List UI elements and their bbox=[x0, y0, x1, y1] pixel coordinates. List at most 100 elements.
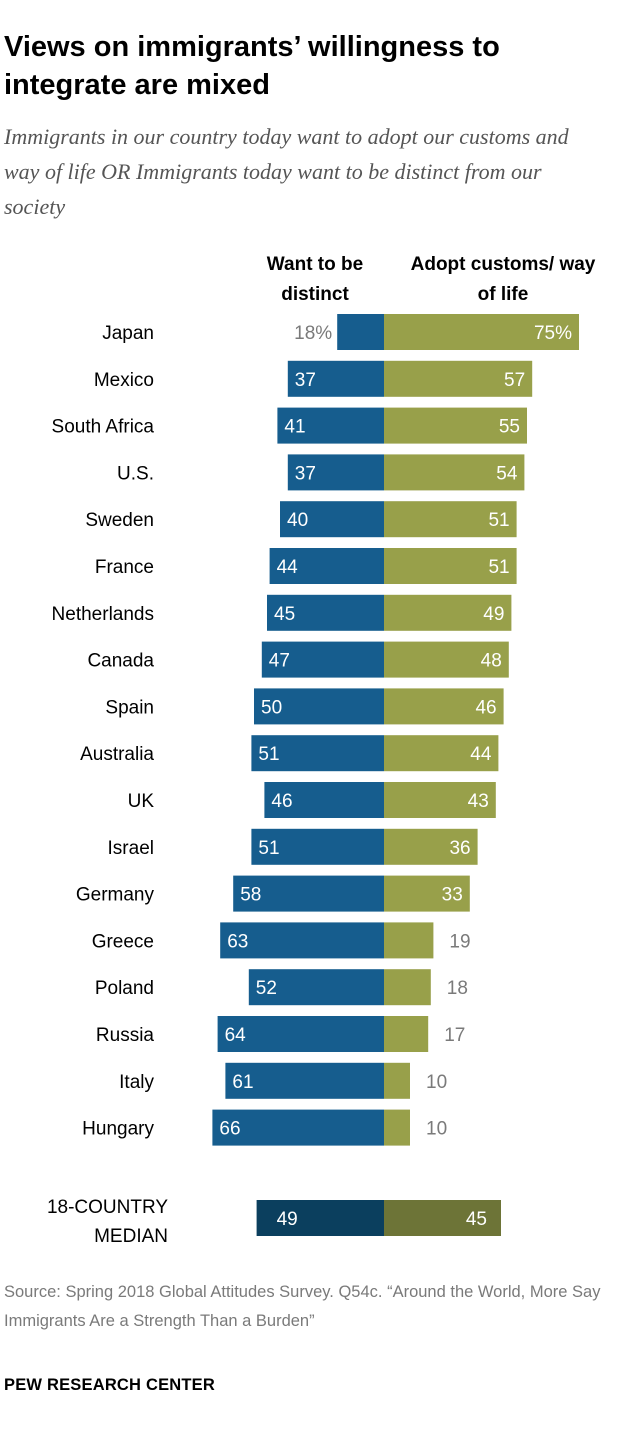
bar-distinct-canada bbox=[261, 641, 384, 678]
bar-adopt-germany bbox=[384, 875, 470, 912]
country-label-australia: Australia bbox=[80, 744, 154, 765]
value-label-adopt-uk: 43 bbox=[468, 791, 489, 812]
value-label-adopt-canada: 48 bbox=[481, 651, 502, 672]
value-label-adopt-italy: 10 bbox=[426, 1072, 447, 1093]
value-label-adopt-poland: 18 bbox=[447, 978, 468, 999]
bar-distinct-australia bbox=[251, 735, 384, 772]
country-label-spain: Spain bbox=[105, 697, 154, 718]
country-label-germany: Germany bbox=[76, 885, 155, 906]
value-label-distinct-australia: 51 bbox=[258, 744, 279, 765]
value-label-distinct-canada: 47 bbox=[269, 651, 290, 672]
value-label-median-distinct: 49 bbox=[277, 1209, 298, 1230]
bar-adopt-france bbox=[384, 548, 517, 584]
value-label-adopt-sweden: 51 bbox=[488, 510, 509, 531]
bar-distinct-hungary bbox=[212, 1109, 384, 1146]
value-label-distinct-netherlands: 45 bbox=[274, 604, 295, 625]
value-label-adopt-france: 51 bbox=[488, 557, 509, 578]
value-label-adopt-u-s: 54 bbox=[496, 463, 518, 484]
bar-distinct-germany bbox=[233, 875, 384, 912]
bar-adopt-greece bbox=[384, 922, 434, 959]
bar-distinct-poland bbox=[248, 969, 384, 1006]
value-label-distinct-israel: 51 bbox=[258, 838, 279, 859]
value-label-distinct-italy: 61 bbox=[232, 1072, 253, 1093]
value-label-adopt-hungary: 10 bbox=[426, 1119, 447, 1140]
bar-distinct-russia bbox=[217, 1016, 384, 1052]
bar-distinct-greece bbox=[220, 922, 384, 959]
country-label-france: France bbox=[95, 557, 154, 578]
country-label-hungary: Hungary bbox=[82, 1119, 154, 1140]
bar-distinct-u-s bbox=[287, 454, 384, 491]
value-label-adopt-germany: 33 bbox=[442, 885, 463, 906]
value-label-adopt-australia: 44 bbox=[470, 744, 492, 765]
median-label-line-1: 18-COUNTRY bbox=[47, 1197, 168, 1218]
value-label-median-adopt: 45 bbox=[466, 1209, 487, 1230]
value-label-distinct-greece: 63 bbox=[227, 931, 248, 952]
pew-research-center-logo-text: PEW RESEARCH CENTER bbox=[4, 1376, 215, 1394]
bar-distinct-japan bbox=[337, 314, 384, 350]
bar-distinct-uk bbox=[264, 782, 384, 818]
bar-adopt-sweden bbox=[384, 501, 517, 538]
bar-distinct-italy bbox=[225, 1062, 384, 1099]
bar-distinct-france bbox=[269, 548, 384, 584]
bar-adopt-canada bbox=[384, 641, 509, 678]
bar-median-adopt bbox=[384, 1200, 501, 1236]
value-label-distinct-japan: 18% bbox=[294, 323, 332, 344]
country-label-italy: Italy bbox=[119, 1072, 154, 1093]
chart-subtitle: Immigrants in our country today want to … bbox=[4, 124, 569, 219]
country-label-mexico: Mexico bbox=[94, 370, 154, 391]
country-label-sweden: Sweden bbox=[85, 510, 154, 531]
bar-distinct-mexico bbox=[287, 360, 384, 397]
value-label-distinct-hungary: 66 bbox=[219, 1119, 240, 1140]
bar-adopt-israel bbox=[384, 828, 478, 865]
country-label-japan: Japan bbox=[102, 323, 154, 344]
value-label-adopt-japan: 75% bbox=[534, 323, 572, 344]
value-label-distinct-poland: 52 bbox=[256, 978, 277, 999]
country-label-poland: Poland bbox=[95, 978, 154, 999]
bar-distinct-sweden bbox=[280, 501, 384, 538]
bar-adopt-japan bbox=[384, 314, 579, 350]
country-label-netherlands: Netherlands bbox=[52, 604, 154, 625]
value-label-adopt-mexico: 57 bbox=[504, 370, 525, 391]
value-label-distinct-spain: 50 bbox=[261, 697, 282, 718]
value-label-adopt-south-africa: 55 bbox=[499, 417, 520, 438]
country-label-uk: UK bbox=[128, 791, 155, 812]
country-label-israel: Israel bbox=[108, 838, 154, 859]
median-label-line-2: MEDIAN bbox=[94, 1226, 168, 1247]
bar-distinct-south-africa bbox=[277, 407, 384, 444]
bar-adopt-hungary bbox=[384, 1109, 410, 1146]
source-note: Source: Spring 2018 Global Attitudes Sur… bbox=[4, 1283, 601, 1330]
value-label-distinct-france: 44 bbox=[277, 557, 299, 578]
value-label-adopt-israel: 36 bbox=[449, 838, 470, 859]
country-label-u-s: U.S. bbox=[117, 463, 154, 484]
bar-adopt-italy bbox=[384, 1062, 410, 1099]
country-label-greece: Greece bbox=[92, 931, 154, 952]
bar-adopt-russia bbox=[384, 1016, 429, 1052]
bar-adopt-mexico bbox=[384, 360, 533, 397]
bar-adopt-netherlands bbox=[384, 594, 512, 631]
value-label-distinct-south-africa: 41 bbox=[284, 417, 305, 438]
value-label-distinct-russia: 64 bbox=[225, 1025, 247, 1046]
bar-distinct-netherlands bbox=[267, 594, 384, 631]
value-label-distinct-uk: 46 bbox=[271, 791, 292, 812]
bar-adopt-poland bbox=[384, 969, 431, 1006]
bar-median-distinct bbox=[256, 1200, 384, 1236]
bar-adopt-south-africa bbox=[384, 407, 527, 444]
value-label-distinct-mexico: 37 bbox=[295, 370, 316, 391]
bar-adopt-u-s bbox=[384, 454, 525, 491]
value-label-adopt-russia: 17 bbox=[444, 1025, 465, 1046]
value-label-distinct-sweden: 40 bbox=[287, 510, 308, 531]
value-label-adopt-greece: 19 bbox=[449, 931, 470, 952]
bar-adopt-australia bbox=[384, 735, 499, 772]
chart-title: Views on immigrants’ willingness to inte… bbox=[4, 31, 500, 101]
bar-distinct-israel bbox=[251, 828, 384, 865]
country-label-canada: Canada bbox=[87, 651, 154, 672]
value-label-adopt-spain: 46 bbox=[475, 697, 496, 718]
value-label-distinct-germany: 58 bbox=[240, 885, 261, 906]
value-label-adopt-netherlands: 49 bbox=[483, 604, 504, 625]
country-label-russia: Russia bbox=[96, 1025, 155, 1046]
column-header-adopt: Adopt customs/ way of life bbox=[410, 254, 596, 305]
bar-adopt-spain bbox=[384, 688, 504, 725]
value-label-distinct-u-s: 37 bbox=[295, 463, 316, 484]
country-label-south-africa: South Africa bbox=[52, 417, 155, 438]
